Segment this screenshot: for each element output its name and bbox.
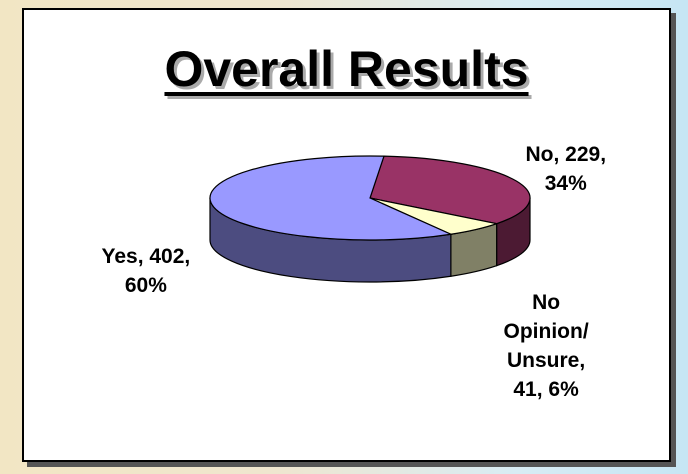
data-label: No Opinion/ Unsure, 41, 6% [503,291,589,401]
pie-slice [369,155,531,225]
data-label: No, 229, 34% [525,143,607,195]
chart-title: Overall Results [164,41,529,97]
pie-slice [209,155,453,241]
data-label: Yes, 402, 60% [101,245,191,297]
